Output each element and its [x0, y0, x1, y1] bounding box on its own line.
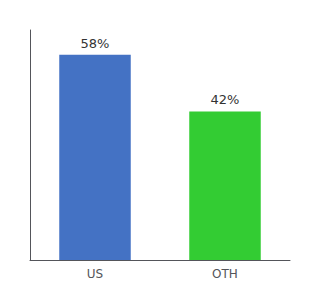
svg-text:US: US	[87, 267, 103, 281]
svg-text:58%: 58%	[81, 36, 110, 51]
svg-text:OTH: OTH	[212, 267, 238, 281]
svg-text:42%: 42%	[211, 92, 240, 107]
